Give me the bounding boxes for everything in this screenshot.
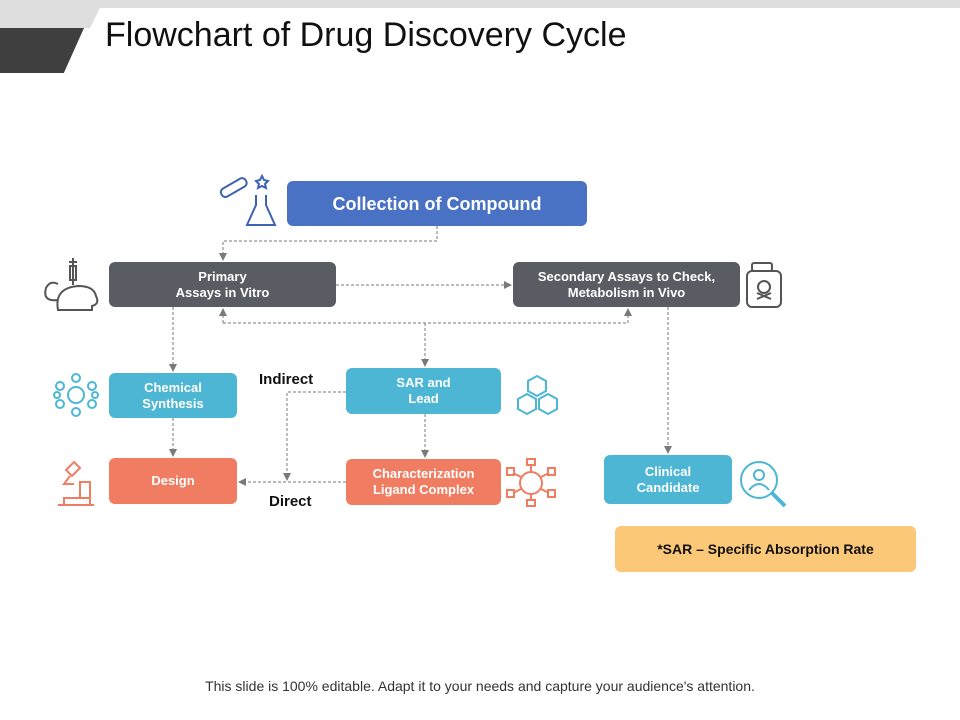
- node-chemical-synthesis: Chemical Synthesis: [109, 373, 237, 418]
- poison-bottle-icon: [746, 262, 782, 308]
- ligand-icon: [506, 458, 556, 507]
- footer-text: This slide is 100% editable. Adapt it to…: [205, 678, 755, 694]
- node-characterization: Characterization Ligand Complex: [346, 459, 501, 505]
- label-indirect: Indirect: [259, 371, 314, 388]
- node-collection-of-compound: Collection of Compound: [287, 181, 587, 226]
- header-top-strip: [0, 0, 960, 8]
- connector-collection-primary: [219, 226, 438, 261]
- node-clinical-candidate: Clinical Candidate: [604, 455, 732, 504]
- search-person-icon: [740, 461, 787, 508]
- microscope-icon: [58, 460, 94, 506]
- node-sar-lead: SAR and Lead: [346, 368, 501, 414]
- label-direct: Direct: [269, 493, 312, 510]
- note-box: *SAR – Specific Absorption Rate: [615, 526, 916, 572]
- mouse-syringe-icon: [44, 258, 99, 311]
- node-primary-assays: Primary Assays in Vitro: [109, 262, 336, 307]
- node-secondary-assays: Secondary Assays to Check, Metabolism in…: [513, 262, 740, 307]
- header-left-tab: [0, 8, 100, 28]
- connector-indirect: [283, 391, 346, 481]
- test-tube-flask-icon: [219, 173, 277, 226]
- hexagons-icon: [517, 374, 558, 416]
- molecule-icon: [53, 373, 99, 417]
- page-title: Flowchart of Drug Discovery Cycle: [105, 16, 627, 54]
- node-design: Design: [109, 458, 237, 504]
